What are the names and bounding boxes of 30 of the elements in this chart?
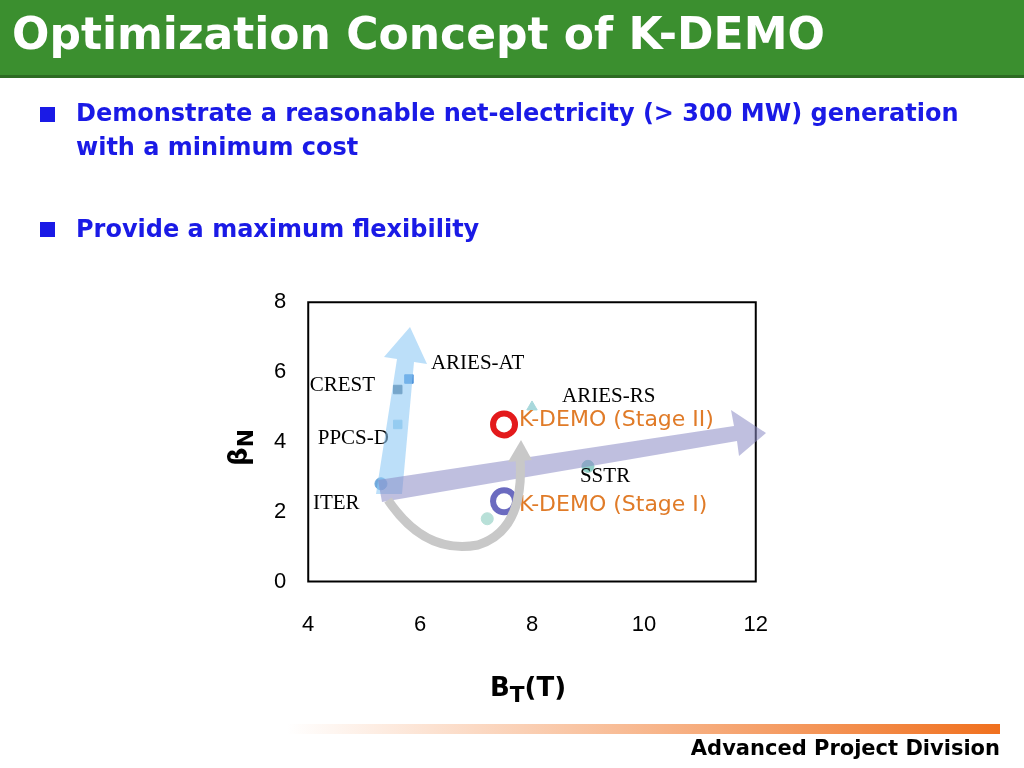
chart-subtitle: Demonstrate a reasonable net-electricity (> 300 MW) generation with a minimum cost [76, 98, 960, 163]
text: Provide a maximum flexibility [76, 214, 481, 245]
point [480, 512, 494, 526]
point [374, 477, 388, 491]
series-label: SSTR [579, 462, 631, 487]
series-label: PPCS-D [317, 424, 389, 449]
series-label: ARIES-AT [430, 349, 525, 374]
point [393, 419, 403, 430]
point [393, 384, 403, 395]
series-label: ITER [312, 490, 360, 515]
y-tick-label: 8 [273, 288, 287, 314]
x-axis-title: B$_{T}$(T) [490, 672, 567, 708]
x-tick-label: 8 [525, 610, 539, 636]
y-tick-label: 2 [273, 497, 287, 523]
y-tick-label: 0 [273, 567, 287, 593]
text: Advanced Project Division [690, 736, 1000, 760]
series-label: K-DEMO (Stage II) [519, 406, 714, 432]
x-tick-label: 12 [743, 610, 769, 636]
x-tick-label: 4 [302, 610, 315, 636]
point [490, 410, 519, 439]
y-tick-label: 4 [273, 427, 287, 453]
series-label: ARIES-RS [562, 383, 656, 408]
x-tick-label: 6 [413, 610, 427, 636]
y-tick-label: 6 [273, 358, 287, 384]
series-label: K-DEMO (Stage I) [519, 490, 708, 516]
series-label: CREST [309, 372, 376, 397]
point [404, 374, 414, 384]
chart-title: Optimization Concept of K-DEMO [12, 8, 825, 59]
point [526, 400, 538, 411]
x-tick-label: 10 [631, 610, 657, 636]
